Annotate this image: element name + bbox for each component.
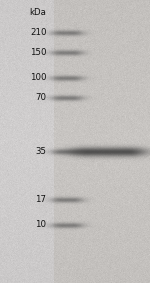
Text: 100: 100 [30, 73, 46, 82]
Text: 150: 150 [30, 48, 46, 57]
Text: 210: 210 [30, 28, 46, 37]
Text: 35: 35 [36, 147, 46, 156]
Text: 70: 70 [36, 93, 46, 102]
Text: 10: 10 [36, 220, 46, 230]
Text: kDa: kDa [30, 8, 46, 17]
Text: 17: 17 [36, 195, 46, 204]
